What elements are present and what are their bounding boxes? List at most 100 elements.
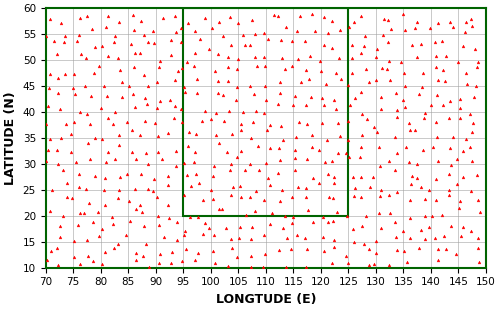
Point (233, 66, 241, 71)
Point (156, 99, 164, 104)
Point (316, 58, 324, 63)
Point (252, 189, 260, 194)
Point (167, 261, 175, 266)
Point (334, 150, 342, 155)
Point (115, 132, 123, 137)
Point (236, 236, 244, 241)
Point (380, 17, 388, 22)
Point (252, 108, 260, 113)
Point (144, 83, 152, 88)
Point (470, 94, 478, 99)
Point (466, 188, 474, 193)
Point (362, 213, 370, 218)
Point (88, 26, 96, 31)
Point (42, 121, 50, 126)
Point (448, 135, 456, 140)
Point (432, 53, 440, 58)
Point (384, 18, 392, 23)
Point (194, 215, 202, 220)
Point (399, 11, 407, 16)
Point (330, 180, 338, 185)
Point (251, 209, 259, 214)
Point (413, 55, 421, 60)
Point (160, 234, 168, 239)
Point (185, 130, 193, 135)
Point (349, 226, 357, 231)
Point (72, 159, 80, 164)
Point (446, 20, 454, 25)
Point (474, 60, 482, 65)
Point (432, 119, 440, 124)
Point (228, 43, 235, 48)
Point (432, 198, 440, 203)
Point (467, 228, 475, 233)
Point (102, 25, 110, 30)
Point (67, 131, 75, 136)
Point (84, 141, 92, 146)
Point (467, 16, 475, 21)
Point (314, 148, 322, 153)
Point (178, 65, 186, 70)
Point (46, 86, 54, 91)
Point (266, 222, 274, 227)
Point (376, 193, 384, 198)
Point (306, 54, 314, 59)
Point (114, 196, 122, 201)
Point (390, 167, 398, 172)
Point (128, 128, 136, 133)
Point (261, 64, 269, 69)
Point (255, 167, 263, 172)
Point (434, 134, 442, 139)
Point (324, 219, 332, 224)
Point (294, 184, 302, 189)
Point (332, 106, 340, 111)
Point (290, 168, 298, 173)
Point (468, 24, 476, 29)
Point (446, 98, 454, 103)
Point (251, 55, 259, 60)
Point (253, 64, 261, 69)
Point (456, 105, 464, 110)
Point (87, 94, 95, 99)
Point (192, 172, 200, 177)
Point (166, 38, 174, 42)
Point (291, 93, 299, 98)
Point (377, 188, 385, 193)
Point (296, 13, 304, 18)
Point (282, 265, 290, 270)
Point (76, 211, 84, 216)
Point (214, 206, 222, 211)
Point (402, 259, 410, 264)
Point (201, 221, 209, 226)
Point (191, 150, 199, 155)
Point (466, 145, 474, 150)
Point (386, 59, 394, 64)
Point (153, 195, 161, 200)
Point (420, 71, 428, 76)
Point (54, 76, 62, 81)
Point (98, 261, 106, 266)
Point (56, 224, 64, 228)
Point (94, 210, 102, 215)
Point (394, 189, 402, 194)
Point (110, 246, 118, 250)
Point (336, 133, 344, 138)
Point (386, 78, 394, 82)
Point (160, 15, 168, 20)
Point (218, 207, 226, 212)
Point (342, 213, 350, 218)
Point (158, 157, 166, 162)
Point (232, 98, 240, 103)
Point (248, 136, 256, 141)
Point (233, 154, 241, 159)
Point (342, 254, 350, 259)
Point (342, 150, 350, 155)
Point (145, 264, 153, 269)
Point (233, 85, 241, 90)
Point (154, 150, 162, 155)
Point (128, 150, 136, 155)
Point (70, 72, 78, 77)
Point (328, 46, 336, 51)
Point (454, 60, 462, 65)
Point (53, 52, 61, 57)
